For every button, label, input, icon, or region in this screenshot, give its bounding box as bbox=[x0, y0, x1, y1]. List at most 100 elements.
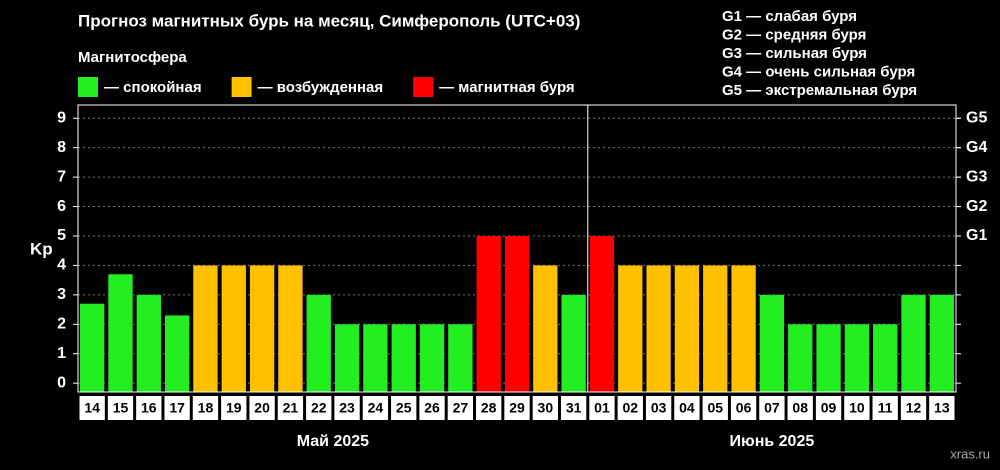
storm-legend-item: G2 — средняя буря bbox=[722, 26, 866, 43]
bar bbox=[589, 235, 615, 392]
y-tick-label: 0 bbox=[57, 374, 66, 391]
bar bbox=[164, 315, 190, 392]
y-tick-label: 4 bbox=[57, 257, 66, 274]
date-box bbox=[702, 396, 728, 420]
x-tick-label: 25 bbox=[396, 400, 412, 416]
y-tick-label: 5 bbox=[57, 227, 66, 244]
date-box bbox=[362, 396, 389, 420]
x-tick-label: 10 bbox=[849, 400, 865, 416]
date-box bbox=[277, 396, 304, 420]
date-box bbox=[107, 396, 134, 420]
x-tick-label: 11 bbox=[878, 400, 893, 416]
bar bbox=[873, 324, 898, 392]
x-tick-label: 19 bbox=[226, 400, 242, 416]
legend-swatch bbox=[78, 77, 98, 97]
x-tick-label: 12 bbox=[906, 400, 922, 416]
x-tick-label: 05 bbox=[707, 400, 723, 416]
x-tick-label: 21 bbox=[283, 400, 299, 416]
date-box bbox=[447, 396, 474, 420]
bar bbox=[901, 294, 926, 392]
x-tick-label: 26 bbox=[424, 400, 440, 416]
bar bbox=[618, 265, 643, 392]
bar bbox=[306, 294, 331, 392]
x-tick-label: 07 bbox=[764, 400, 780, 416]
date-box bbox=[532, 396, 558, 420]
storm-legend-item: G4 — очень сильная буря bbox=[722, 63, 915, 80]
date-box bbox=[730, 396, 757, 420]
date-box bbox=[815, 396, 842, 420]
bar bbox=[448, 324, 473, 392]
bar bbox=[674, 265, 700, 392]
y-tick-label: 9 bbox=[57, 109, 66, 126]
date-box bbox=[787, 396, 813, 420]
bar bbox=[334, 324, 360, 392]
date-box bbox=[844, 396, 870, 420]
y2-tick-label: G2 bbox=[966, 198, 987, 215]
date-box bbox=[759, 396, 785, 420]
date-box bbox=[929, 396, 955, 420]
month-label: Май 2025 bbox=[297, 433, 369, 450]
date-box bbox=[164, 396, 190, 420]
subtitle: Магнитосфера bbox=[78, 49, 187, 66]
bar bbox=[816, 324, 841, 392]
bar bbox=[759, 294, 785, 392]
legend-label: — спокойная bbox=[104, 79, 202, 96]
date-box bbox=[249, 396, 275, 420]
x-tick-label: 17 bbox=[169, 400, 185, 416]
bar bbox=[703, 265, 728, 392]
date-box bbox=[900, 396, 927, 420]
date-box bbox=[192, 396, 219, 420]
plot-frame bbox=[77, 104, 957, 393]
date-box bbox=[334, 396, 360, 420]
x-tick-label: 30 bbox=[538, 400, 554, 416]
chart-title: Прогноз магнитных бурь на месяц, Симферо… bbox=[78, 11, 580, 30]
date-box bbox=[589, 396, 615, 420]
y-tick-label: 1 bbox=[57, 345, 66, 362]
x-tick-label: 15 bbox=[113, 400, 129, 416]
storm-legend-item: G5 — экстремальная буря bbox=[722, 82, 917, 99]
y-axis-label: Kp bbox=[30, 239, 53, 258]
x-tick-label: 18 bbox=[198, 400, 214, 416]
y2-tick-label: G5 bbox=[966, 109, 987, 126]
date-box bbox=[221, 396, 247, 420]
x-tick-label: 20 bbox=[254, 400, 270, 416]
y-tick-label: 3 bbox=[57, 286, 66, 303]
bar bbox=[646, 265, 671, 392]
y2-tick-label: G3 bbox=[966, 168, 987, 185]
date-box bbox=[617, 396, 643, 420]
y-tick-label: 8 bbox=[57, 139, 66, 156]
x-tick-label: 31 bbox=[566, 400, 582, 416]
date-box bbox=[872, 396, 898, 420]
date-box bbox=[645, 396, 672, 420]
bar bbox=[391, 324, 416, 392]
x-tick-label: 28 bbox=[481, 400, 497, 416]
x-tick-label: 24 bbox=[368, 400, 384, 416]
x-tick-label: 03 bbox=[651, 400, 667, 416]
x-tick-label: 27 bbox=[453, 400, 469, 416]
date-box bbox=[504, 396, 530, 420]
month-label: Июнь 2025 bbox=[730, 433, 815, 450]
y-tick-label: 2 bbox=[57, 316, 66, 333]
x-tick-label: 13 bbox=[934, 400, 950, 416]
date-box bbox=[419, 396, 445, 420]
bar bbox=[136, 294, 161, 392]
bar bbox=[249, 265, 275, 392]
x-tick-label: 23 bbox=[339, 400, 355, 416]
watermark: xras.ru bbox=[950, 446, 990, 461]
date-box bbox=[79, 396, 105, 420]
legend-label: — магнитная буря bbox=[439, 79, 575, 96]
y-tick-label: 6 bbox=[57, 198, 66, 215]
bar bbox=[731, 265, 756, 392]
bar bbox=[561, 294, 586, 392]
date-box bbox=[136, 396, 162, 420]
date-box bbox=[674, 396, 700, 420]
y2-tick-label: G1 bbox=[966, 227, 987, 244]
bar bbox=[788, 324, 813, 392]
x-tick-label: 16 bbox=[141, 400, 157, 416]
legend-label: — возбужденная bbox=[258, 79, 384, 96]
legend-swatch bbox=[231, 77, 252, 97]
bar bbox=[363, 324, 388, 392]
storm-legend-item: G3 — сильная буря bbox=[722, 45, 867, 62]
y2-tick-label: G4 bbox=[966, 139, 987, 156]
